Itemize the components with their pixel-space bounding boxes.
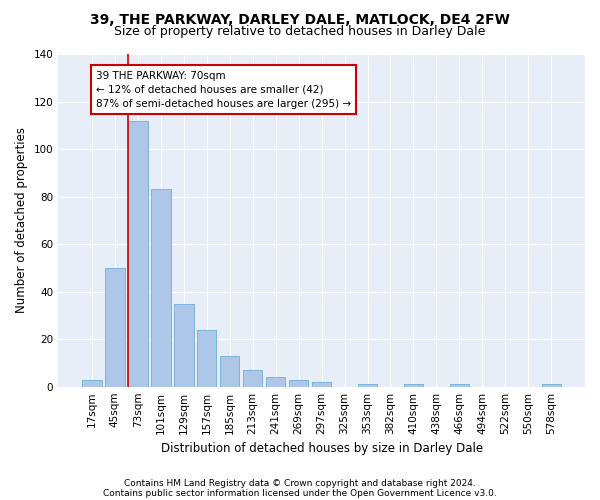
Y-axis label: Number of detached properties: Number of detached properties: [15, 128, 28, 314]
Bar: [105, 268, 125, 386]
Bar: [174, 304, 194, 386]
Bar: [128, 120, 148, 386]
Text: Contains HM Land Registry data © Crown copyright and database right 2024.: Contains HM Land Registry data © Crown c…: [124, 478, 476, 488]
Text: 39, THE PARKWAY, DARLEY DALE, MATLOCK, DE4 2FW: 39, THE PARKWAY, DARLEY DALE, MATLOCK, D…: [90, 12, 510, 26]
Bar: [449, 384, 469, 386]
X-axis label: Distribution of detached houses by size in Darley Dale: Distribution of detached houses by size …: [161, 442, 482, 455]
Bar: [266, 377, 286, 386]
Bar: [289, 380, 308, 386]
Bar: [82, 380, 101, 386]
Text: 39 THE PARKWAY: 70sqm
← 12% of detached houses are smaller (42)
87% of semi-deta: 39 THE PARKWAY: 70sqm ← 12% of detached …: [96, 70, 351, 108]
Bar: [243, 370, 262, 386]
Bar: [542, 384, 561, 386]
Bar: [151, 190, 170, 386]
Bar: [197, 330, 217, 386]
Text: Size of property relative to detached houses in Darley Dale: Size of property relative to detached ho…: [115, 25, 485, 38]
Bar: [358, 384, 377, 386]
Bar: [312, 382, 331, 386]
Bar: [404, 384, 423, 386]
Text: Contains public sector information licensed under the Open Government Licence v3: Contains public sector information licen…: [103, 488, 497, 498]
Bar: [220, 356, 239, 386]
